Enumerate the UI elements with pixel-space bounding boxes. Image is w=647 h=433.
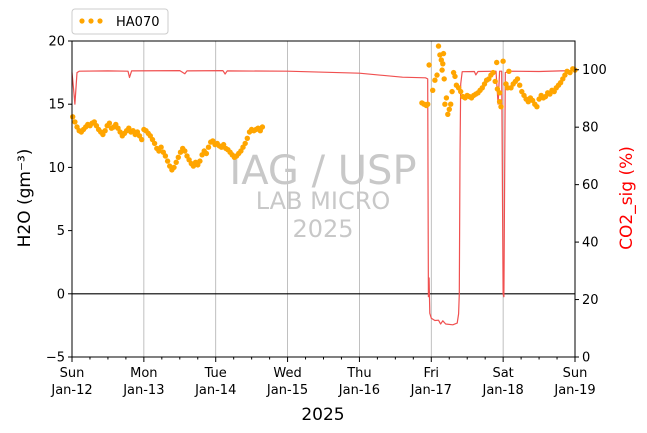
data-point (440, 61, 446, 67)
x-tick-label-day: Sun (60, 366, 85, 381)
data-point (102, 128, 108, 134)
watermark-subtitle: LAB MICRO (256, 187, 391, 215)
data-point (106, 120, 113, 126)
data-point (425, 101, 431, 107)
y-right-tick-label: 80 (582, 121, 599, 136)
data-point (426, 62, 432, 68)
co2-series (71, 70, 576, 326)
data-point (162, 153, 169, 159)
data-point (440, 50, 447, 57)
data-point (175, 154, 181, 160)
data-point (514, 76, 521, 82)
data-point (443, 95, 450, 101)
data-point (458, 88, 464, 95)
data-point (432, 77, 438, 83)
data-point (439, 67, 445, 73)
data-point (534, 104, 540, 110)
x-tick-label-day: Mon (130, 366, 157, 381)
data-point (442, 101, 448, 107)
data-point (496, 99, 503, 105)
data-point (498, 104, 504, 110)
data-point (182, 148, 188, 154)
data-point (139, 136, 145, 143)
y-right-tick-label: 40 (582, 236, 599, 251)
watermark-title: IAG / USP (229, 148, 416, 194)
x-tick-label-day: Fri (424, 366, 440, 381)
y-right-tick-label: 60 (582, 178, 599, 193)
data-point (205, 144, 212, 150)
x-tick-label-date: Jan-12 (50, 383, 92, 398)
data-point (151, 140, 158, 147)
data-point (171, 164, 177, 171)
data-point (244, 135, 250, 141)
y-right-tick-label: 0 (582, 351, 590, 366)
y-right-tick-label: 100 (582, 63, 607, 78)
data-point (506, 68, 512, 75)
y-right-tick-label: 20 (582, 293, 599, 308)
data-point (449, 88, 455, 95)
data-point (567, 69, 573, 76)
legend-marker (97, 18, 103, 24)
data-point (446, 106, 452, 113)
data-point (259, 124, 266, 130)
data-point (203, 150, 210, 157)
data-point (164, 158, 171, 164)
data-point (173, 159, 179, 165)
y-left-tick-label: 5 (57, 224, 65, 239)
data-point (434, 72, 440, 78)
y-left-tick-label: 0 (57, 287, 65, 302)
co2-line (71, 70, 576, 326)
data-point (70, 114, 76, 120)
data-point (448, 101, 454, 107)
y-left-tick-label: −5 (46, 351, 65, 366)
data-point (492, 78, 498, 85)
x-tick-label-day: Thu (346, 366, 371, 381)
x-tick-label-day: Sun (563, 366, 588, 381)
watermark-year: 2025 (292, 215, 353, 243)
data-point (517, 82, 523, 88)
data-point (445, 111, 451, 118)
y-left-tick-label: 10 (48, 161, 65, 176)
x-tick-label-date: Jan-13 (122, 383, 164, 398)
grid-lines (143, 41, 504, 357)
legend: HA070 (71, 8, 169, 35)
x-tick-label-date: Jan-19 (553, 383, 595, 398)
x-tick-label-day: Wed (273, 366, 301, 381)
data-point (490, 69, 496, 76)
legend-label: HA070 (116, 15, 159, 30)
legend-marker (79, 18, 85, 24)
x-tick-label-date: Jan-14 (194, 383, 236, 398)
data-point (242, 140, 248, 147)
data-point (430, 87, 436, 94)
data-point (435, 43, 442, 49)
data-point (500, 58, 506, 64)
data-point (494, 59, 500, 66)
data-point (452, 73, 458, 80)
y-axis-left-title: H2O (gm⁻³) (15, 149, 35, 248)
data-point (496, 90, 503, 96)
data-point (441, 76, 447, 82)
axes: −5 0 5 10 15 20 0 20 40 60 80 100 Sun Jan-12 Mon Jan-13… (46, 35, 607, 399)
x-tick-label-date: Jan-16 (338, 383, 380, 398)
h2o-series (70, 43, 578, 173)
x-tick-label-day: Sat (492, 366, 513, 381)
data-point (158, 144, 164, 150)
data-point (72, 119, 78, 125)
data-point (197, 158, 203, 164)
x-tick-label-date: Jan-18 (482, 383, 524, 398)
legend-marker (88, 18, 94, 24)
x-axis-title: 2025 (301, 405, 344, 425)
y-left-tick-label: 20 (48, 35, 65, 50)
y-left-tick-label: 15 (48, 98, 65, 113)
x-tick-label-date: Jan-15 (266, 383, 308, 398)
x-tick-label-day: Tue (204, 366, 227, 381)
y-axis-right-title: CO2_sig (%) (617, 146, 637, 250)
legend-box (71, 8, 169, 35)
x-tick-label-date: Jan-17 (410, 383, 452, 398)
